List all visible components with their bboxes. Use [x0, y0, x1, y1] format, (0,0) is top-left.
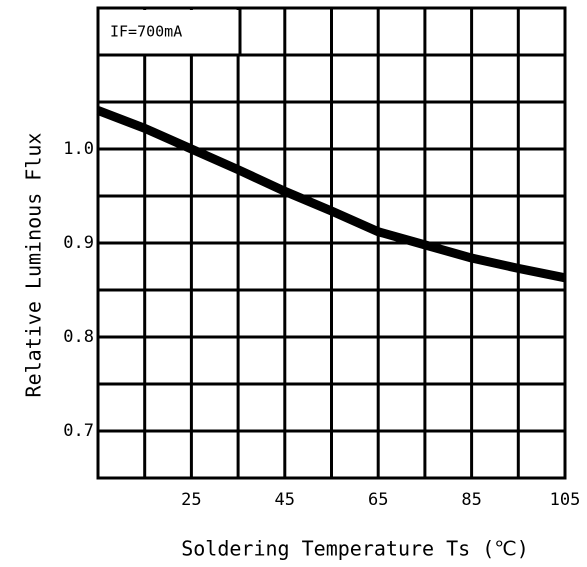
annotation: IF=700mA	[110, 23, 182, 41]
y-axis-label: Relative Luminous Flux	[22, 133, 46, 398]
x-axis-label: Soldering Temperature Ts (℃)	[181, 537, 529, 561]
line	[96, 106, 566, 283]
x-tick-label: 45	[275, 490, 295, 510]
x-tick-label: 85	[461, 490, 481, 510]
y-tick-label: 0.9	[63, 233, 94, 253]
x-tick-label: 25	[181, 490, 201, 510]
y-tick-label: 0.8	[63, 327, 94, 347]
y-tick-label: 1.0	[63, 139, 94, 159]
x-tick-label: 65	[368, 490, 388, 510]
y-tick-label: 0.7	[63, 421, 94, 441]
plot-border	[96, 6, 567, 480]
x-tick-label: 105	[550, 490, 581, 510]
annotation-box	[100, 10, 240, 55]
